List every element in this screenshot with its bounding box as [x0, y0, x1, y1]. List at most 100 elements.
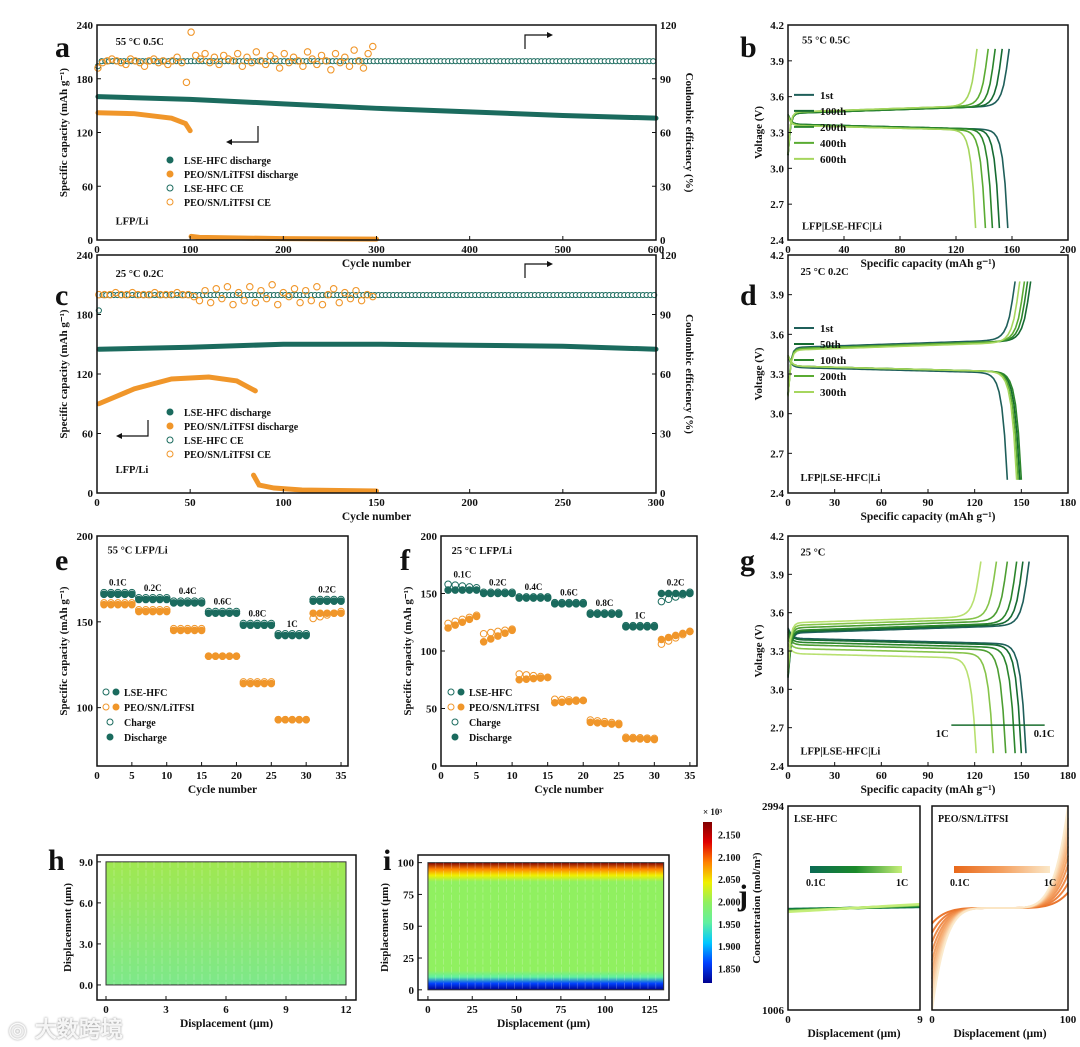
y-tick-label: 1006 — [762, 1005, 785, 1017]
ce-point-peo — [182, 78, 191, 87]
x-axis-label: Cycle number — [534, 784, 603, 796]
x-axis-label: Displacement (μm) — [180, 1018, 273, 1030]
legend-marker — [166, 156, 174, 164]
peo-discharge-point — [232, 652, 241, 660]
lse-discharge-point — [128, 590, 136, 599]
panel-letter-j: j — [737, 879, 748, 912]
ce-point-peo — [290, 284, 299, 293]
arrowhead-icon — [116, 433, 122, 439]
panel-j2 — [931, 805, 1069, 1011]
arrow-right-axis — [524, 263, 549, 278]
lse-discharge-point — [636, 623, 644, 631]
colorbar-tick-label: 1.950 — [718, 920, 741, 931]
legend-marker — [166, 450, 174, 458]
legend-label: 100th — [820, 106, 846, 118]
charge-curve-1C — [787, 561, 982, 668]
x-tick-label: 0 — [94, 770, 100, 782]
x-tick-label: 100 — [275, 497, 292, 509]
ce-point-peo — [201, 49, 209, 58]
y-tick-label: 240 — [77, 20, 94, 32]
x-tick-label: 9 — [283, 1004, 289, 1016]
lse-discharge-point — [479, 589, 488, 598]
peo-charge-point — [486, 628, 495, 637]
ce-point-peo — [247, 58, 256, 67]
peo-discharge-point — [494, 632, 502, 640]
lse-discharge-point — [295, 631, 303, 640]
panel-a — [94, 24, 659, 242]
x-tick-label: 600 — [648, 244, 665, 256]
ce-point-peo — [131, 57, 139, 65]
panel-e — [96, 535, 349, 767]
lse-discharge-point — [142, 595, 150, 604]
lse-discharge-point — [614, 610, 623, 619]
ce-point-peo — [289, 53, 298, 61]
panel-title: PEO/SN/LiTFSI — [938, 814, 1009, 825]
peo-discharge-point — [295, 715, 303, 724]
legend-label: LSE-HFC — [124, 688, 167, 699]
peo-discharge-point — [622, 734, 630, 743]
ce-point-peo — [201, 286, 209, 295]
ce-point-peo — [164, 60, 172, 69]
y-tick-label: 240 — [77, 250, 94, 262]
annotation: 55 °C 0.5C — [802, 35, 850, 46]
y-tick-label: 100 — [421, 646, 438, 658]
lse-discharge-point — [162, 595, 171, 604]
ce-point-peo — [145, 57, 153, 65]
peo-discharge-point — [458, 618, 467, 627]
discharge-curve-0.2C — [787, 628, 1023, 754]
peo-discharge-point — [162, 607, 171, 616]
lse-discharge-point — [135, 595, 143, 604]
x-tick-label: 30 — [829, 770, 841, 782]
y-tick-label: 4.2 — [770, 531, 784, 543]
peo-charge-point — [479, 629, 488, 638]
ce-point-peo — [296, 298, 304, 307]
x-tick-label: 120 — [966, 770, 983, 782]
ce-point-peo — [327, 66, 335, 74]
discharge-curve-200th — [787, 114, 994, 229]
peo-discharge-point — [678, 629, 687, 638]
y-axis-label: Specific capacity (mAh g⁻¹) — [402, 586, 414, 716]
y-tick-label: 0 — [409, 985, 415, 997]
ce-point-peo — [364, 49, 372, 58]
peo-discharge-point — [508, 626, 516, 635]
heatmap-field — [105, 861, 347, 986]
x-tick-label: 200 — [1060, 244, 1077, 256]
ce-point-peo — [303, 48, 312, 56]
y-tick-label: 3.6 — [770, 608, 784, 620]
colorbar-tick-label: 2.100 — [718, 853, 741, 864]
y-tick-label: 50 — [426, 704, 438, 716]
panel-f — [440, 535, 698, 767]
peo-discharge-point — [253, 679, 262, 688]
annotation: LFP|LSE-HFC|Li — [800, 473, 880, 484]
y-tick-label: 60 — [82, 181, 94, 193]
x-tick-label: 60 — [876, 497, 888, 509]
peo-discharge-point — [629, 734, 637, 743]
panel-b — [787, 24, 1069, 241]
panel-g — [787, 535, 1069, 767]
legend-label: 1st — [820, 90, 834, 102]
x-tick-label: 100 — [1060, 1014, 1077, 1026]
ce-point-peo — [187, 28, 195, 36]
ce-point-peo — [307, 296, 316, 305]
peo-discharge-point — [128, 600, 136, 609]
series-lse-hfc-discharge — [96, 341, 659, 352]
y-axis-label: Specific capacity (mAh g⁻¹) — [58, 309, 70, 439]
ce-point-peo — [279, 288, 288, 297]
lse-discharge-point — [622, 623, 630, 631]
panel-letter-c: c — [55, 279, 68, 312]
legend-from: 0.1C — [950, 878, 970, 889]
ce-point-peo — [262, 294, 271, 303]
peo-discharge-point — [486, 635, 495, 643]
x-tick-label: 0 — [94, 244, 100, 256]
rate-label: 1C — [287, 619, 298, 629]
plot-frame — [96, 535, 349, 767]
lse-discharge-point — [148, 595, 157, 604]
x-axis-label: Cycle number — [342, 258, 411, 270]
peo-discharge-point — [135, 607, 143, 616]
discharge-curve-1C — [787, 643, 978, 754]
ce-point-peo — [178, 58, 186, 67]
lse-discharge-point — [288, 631, 297, 640]
legend-label: LSE-HFC discharge — [184, 408, 272, 419]
y-tick-label: 150 — [421, 589, 438, 601]
lse-discharge-point — [515, 594, 524, 602]
